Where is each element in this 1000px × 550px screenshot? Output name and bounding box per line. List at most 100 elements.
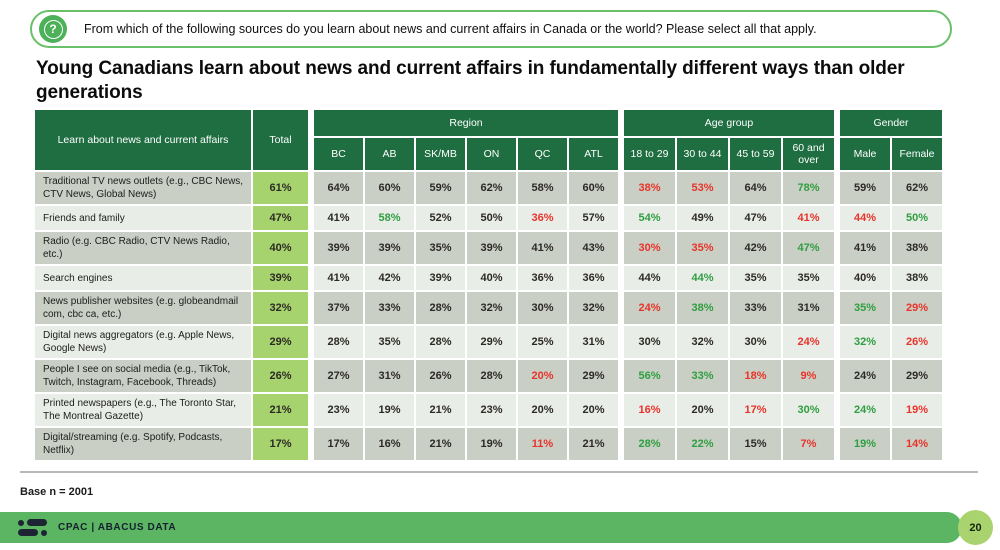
table-cell: 24% <box>840 394 890 426</box>
row-label: News publisher websites (e.g. globeandma… <box>35 292 251 324</box>
table-cell: 28% <box>467 360 516 392</box>
row-label: Digital/streaming (e.g. Spotify, Podcast… <box>35 428 251 460</box>
question-mark-icon: ? <box>39 15 67 43</box>
table-cell: 15% <box>730 428 781 460</box>
table-cell: 39% <box>416 266 465 290</box>
table-cell: 39% <box>314 232 363 264</box>
table-cell: 33% <box>677 360 728 392</box>
table-cell: 49% <box>677 206 728 230</box>
column-header-total: Total <box>253 110 308 170</box>
table-cell: 39% <box>365 232 414 264</box>
row-total-value: 40% <box>253 232 308 264</box>
table-cell: 31% <box>783 292 834 324</box>
table-cell: 33% <box>730 292 781 324</box>
page-number-badge: 20 <box>958 510 993 545</box>
column-header-male: Male <box>840 138 890 170</box>
table-cell: 28% <box>416 326 465 358</box>
column-header-sk-mb: SK/MB <box>416 138 465 170</box>
table-cell: 29% <box>892 360 942 392</box>
group-header-gender: Gender <box>840 110 942 136</box>
table-cell: 58% <box>365 206 414 230</box>
table-cell: 62% <box>892 172 942 204</box>
row-total-value: 39% <box>253 266 308 290</box>
base-note: Base n = 2001 <box>20 486 94 498</box>
table-cell: 21% <box>416 394 465 426</box>
table-cell: 24% <box>783 326 834 358</box>
row-label: Digital news aggregators (e.g. Apple New… <box>35 326 251 358</box>
table-cell: 47% <box>730 206 781 230</box>
column-header-atl: ATL <box>569 138 618 170</box>
table-cell: 35% <box>840 292 890 324</box>
table-cell: 32% <box>677 326 728 358</box>
table-cell: 20% <box>569 394 618 426</box>
table-cell: 31% <box>569 326 618 358</box>
table-cell: 53% <box>677 172 728 204</box>
page-title: Young Canadians learn about news and cur… <box>36 58 905 103</box>
table-cell: 28% <box>416 292 465 324</box>
question-banner: ? From which of the following sources do… <box>30 10 952 48</box>
table-cell: 47% <box>783 232 834 264</box>
table-cell: 42% <box>730 232 781 264</box>
row-total-value: 26% <box>253 360 308 392</box>
group-header-age-group: Age group <box>624 110 834 136</box>
table-cell: 30% <box>783 394 834 426</box>
column-header-qc: QC <box>518 138 567 170</box>
table-cell: 29% <box>892 292 942 324</box>
table-cell: 24% <box>840 360 890 392</box>
table-cell: 14% <box>892 428 942 460</box>
table-cell: 36% <box>569 266 618 290</box>
row-total-value: 47% <box>253 206 308 230</box>
table-cell: 20% <box>518 394 567 426</box>
footer-brand-text: CPAC | ABACUS DATA <box>58 522 177 533</box>
table-cell: 35% <box>730 266 781 290</box>
table-cell: 41% <box>314 266 363 290</box>
table-cell: 58% <box>518 172 567 204</box>
column-header-female: Female <box>892 138 942 170</box>
table-cell: 35% <box>783 266 834 290</box>
footer-bar: CPAC | ABACUS DATA <box>0 512 962 543</box>
table-cell: 32% <box>840 326 890 358</box>
table-cell: 19% <box>840 428 890 460</box>
table-cell: 22% <box>677 428 728 460</box>
column-header-18-to-29: 18 to 29 <box>624 138 675 170</box>
table-cell: 36% <box>518 206 567 230</box>
table-cell: 57% <box>569 206 618 230</box>
column-header-45-to-59: 45 to 59 <box>730 138 781 170</box>
table-cell: 16% <box>365 428 414 460</box>
table-cell: 59% <box>840 172 890 204</box>
row-label: Traditional TV news outlets (e.g., CBC N… <box>35 172 251 204</box>
table-cell: 32% <box>467 292 516 324</box>
table-cell: 60% <box>365 172 414 204</box>
table-cell: 17% <box>314 428 363 460</box>
row-label: Radio (e.g. CBC Radio, CTV News Radio, e… <box>35 232 251 264</box>
table-cell: 60% <box>569 172 618 204</box>
table-cell: 29% <box>467 326 516 358</box>
table-cell: 20% <box>677 394 728 426</box>
table-cell: 37% <box>314 292 363 324</box>
table-cell: 18% <box>730 360 781 392</box>
column-header-bc: BC <box>314 138 363 170</box>
table-cell: 30% <box>730 326 781 358</box>
table-cell: 17% <box>730 394 781 426</box>
column-header-30-to-44: 30 to 44 <box>677 138 728 170</box>
table-cell: 32% <box>569 292 618 324</box>
column-header-sources: Learn about news and current affairs <box>35 110 251 170</box>
column-header-60-and-over: 60 and over <box>783 138 834 170</box>
question-text: From which of the following sources do y… <box>84 22 817 36</box>
table-cell: 43% <box>569 232 618 264</box>
divider-line <box>20 471 978 473</box>
table-cell: 56% <box>624 360 675 392</box>
table-cell: 40% <box>840 266 890 290</box>
table-cell: 59% <box>416 172 465 204</box>
table-cell: 44% <box>624 266 675 290</box>
table-cell: 62% <box>467 172 516 204</box>
table-cell: 38% <box>892 266 942 290</box>
table-cell: 42% <box>365 266 414 290</box>
table-cell: 38% <box>624 172 675 204</box>
table-cell: 35% <box>416 232 465 264</box>
table-cell: 41% <box>840 232 890 264</box>
table-cell: 40% <box>467 266 516 290</box>
table-cell: 24% <box>624 292 675 324</box>
table-cell: 78% <box>783 172 834 204</box>
table-cell: 19% <box>467 428 516 460</box>
